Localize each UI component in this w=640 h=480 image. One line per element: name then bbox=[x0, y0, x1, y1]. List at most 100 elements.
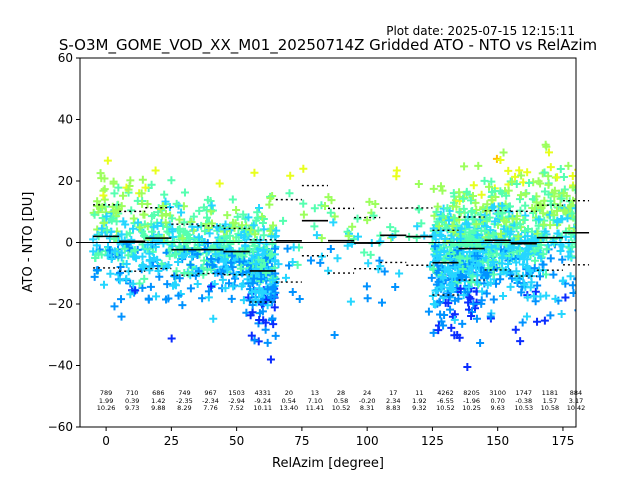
data-point bbox=[182, 249, 191, 258]
data-point bbox=[310, 222, 319, 231]
data-point bbox=[349, 235, 358, 244]
data-point bbox=[516, 191, 525, 200]
data-point bbox=[560, 206, 569, 215]
data-point bbox=[180, 188, 189, 197]
data-point bbox=[253, 213, 262, 222]
data-point bbox=[550, 186, 559, 195]
data-point bbox=[496, 275, 505, 284]
data-point bbox=[114, 183, 123, 192]
data-point bbox=[521, 201, 530, 210]
bin-count-label: 4331 bbox=[254, 389, 271, 397]
data-point bbox=[226, 246, 235, 255]
data-point bbox=[259, 246, 268, 255]
data-point bbox=[326, 244, 335, 253]
data-point bbox=[268, 239, 277, 248]
bin-mean-label: 1.57 bbox=[543, 397, 557, 405]
data-point bbox=[564, 161, 573, 170]
data-point bbox=[581, 201, 589, 209]
data-point bbox=[522, 312, 531, 321]
data-point bbox=[321, 201, 330, 210]
data-point bbox=[569, 289, 576, 298]
data-point bbox=[213, 239, 222, 248]
data-point bbox=[212, 223, 221, 232]
data-point bbox=[464, 283, 473, 292]
y-tick-label: −20 bbox=[48, 297, 73, 311]
data-point bbox=[512, 267, 521, 276]
data-point bbox=[527, 278, 536, 287]
data-point bbox=[484, 250, 493, 259]
data-point bbox=[109, 214, 118, 223]
bin-mean-label: -0.38 bbox=[515, 397, 532, 405]
data-point bbox=[147, 227, 156, 236]
data-point bbox=[540, 316, 549, 325]
data-point bbox=[566, 247, 575, 256]
data-point bbox=[431, 300, 440, 309]
data-point bbox=[391, 283, 400, 292]
data-point bbox=[205, 229, 214, 238]
data-point bbox=[98, 213, 107, 222]
data-point bbox=[248, 254, 257, 263]
y-tick-label: 0 bbox=[65, 236, 73, 250]
data-point bbox=[159, 202, 168, 211]
data-point bbox=[207, 244, 216, 253]
data-point bbox=[199, 270, 208, 279]
data-point bbox=[514, 232, 523, 241]
data-point bbox=[161, 209, 170, 218]
data-point bbox=[563, 214, 572, 223]
data-point bbox=[573, 278, 576, 281]
data-point bbox=[103, 226, 112, 235]
data-point bbox=[473, 251, 482, 260]
data-point bbox=[353, 214, 362, 223]
data-point bbox=[529, 292, 538, 301]
data-point bbox=[445, 283, 454, 292]
bin-count-label: 1503 bbox=[228, 389, 245, 397]
data-point bbox=[306, 256, 315, 265]
data-point bbox=[467, 312, 476, 321]
data-point bbox=[553, 216, 562, 225]
data-point bbox=[577, 189, 585, 197]
data-point bbox=[256, 262, 265, 271]
data-point bbox=[454, 294, 463, 303]
data-point bbox=[263, 301, 272, 310]
data-point bbox=[531, 256, 540, 265]
data-point bbox=[473, 230, 482, 239]
data-point bbox=[288, 288, 297, 297]
data-point bbox=[429, 184, 438, 193]
data-point bbox=[167, 334, 176, 343]
data-point bbox=[535, 266, 544, 275]
data-point bbox=[120, 244, 129, 253]
data-point bbox=[489, 230, 498, 239]
data-point bbox=[125, 229, 134, 238]
data-point bbox=[544, 180, 553, 189]
data-point bbox=[127, 206, 136, 215]
data-point bbox=[258, 287, 267, 296]
data-point bbox=[168, 242, 177, 251]
data-point bbox=[346, 297, 355, 306]
data-point bbox=[433, 217, 442, 226]
data-point bbox=[445, 268, 454, 277]
data-point bbox=[329, 218, 338, 227]
data-point bbox=[152, 292, 161, 301]
data-point bbox=[330, 330, 339, 339]
data-point bbox=[289, 243, 298, 252]
data-point bbox=[137, 227, 146, 236]
data-point bbox=[117, 295, 126, 304]
data-point bbox=[295, 295, 304, 304]
data-point bbox=[488, 258, 497, 267]
bin-std-label: 10.58 bbox=[541, 404, 560, 412]
data-point bbox=[110, 302, 119, 311]
data-point bbox=[145, 256, 154, 265]
data-point bbox=[143, 200, 152, 209]
data-point bbox=[147, 180, 156, 189]
x-axis-ticks: 0 25 50 75 100 125 150 175 bbox=[102, 427, 574, 448]
data-point bbox=[455, 208, 464, 217]
bin-mean-label: 2.34 bbox=[386, 397, 400, 405]
bin-mean-label: -6.55 bbox=[437, 397, 454, 405]
data-point bbox=[573, 223, 576, 226]
bin-std-label: 9.63 bbox=[490, 404, 504, 412]
data-point bbox=[523, 263, 532, 272]
y-axis-ticks: −60 −40 −20 0 20 40 60 bbox=[48, 51, 80, 434]
data-point bbox=[117, 253, 126, 262]
data-point bbox=[557, 194, 566, 203]
data-point bbox=[129, 214, 138, 223]
